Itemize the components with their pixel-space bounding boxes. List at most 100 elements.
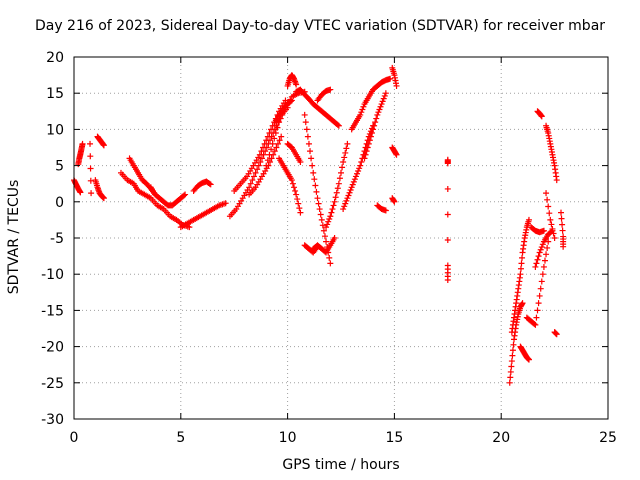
data-point: [382, 207, 389, 214]
data-point: [250, 173, 257, 180]
data-point: [517, 271, 524, 278]
data-point: [344, 140, 351, 147]
data-point: [297, 158, 304, 165]
x-axis-label: GPS time / hours: [282, 457, 400, 473]
data-point: [331, 235, 338, 241]
data-point: [519, 254, 526, 261]
series-night-8: [543, 122, 560, 184]
data-point: [264, 133, 271, 140]
x-tick-label: 20: [492, 430, 510, 446]
data-point: [294, 196, 301, 203]
data-point: [517, 265, 524, 272]
data-point: [313, 188, 320, 195]
data-point: [510, 341, 517, 348]
data-point: [348, 184, 355, 191]
data-point: [350, 178, 357, 185]
data-point: [363, 148, 370, 155]
data-point: [330, 202, 337, 209]
y-tick-label: -30: [41, 412, 64, 428]
data-point: [319, 222, 326, 229]
data-point: [274, 124, 281, 131]
data-point: [366, 137, 373, 144]
series-early-4: [92, 177, 107, 202]
data-point: [525, 216, 532, 223]
data-point: [391, 198, 398, 205]
data-point: [249, 177, 256, 184]
y-tick-label: -25: [41, 376, 64, 392]
series-crash-1: [301, 111, 334, 267]
series-night-10: [551, 329, 560, 338]
y-tick-label: 15: [46, 86, 64, 102]
data-point: [373, 115, 380, 122]
data-point: [311, 176, 318, 183]
data-point: [308, 155, 315, 162]
data-point: [338, 169, 344, 176]
series-peak-10: [284, 72, 300, 89]
data-point: [266, 130, 273, 137]
data-point: [377, 103, 384, 110]
data-point: [293, 191, 300, 198]
data-point: [327, 86, 334, 93]
data-point: [519, 300, 526, 307]
y-tick-label: -10: [41, 267, 64, 283]
y-tick-label: 5: [55, 159, 64, 175]
data-point: [546, 210, 553, 217]
data-point: [368, 130, 375, 137]
data-point: [376, 106, 383, 113]
data-point: [323, 238, 330, 245]
data-point: [444, 236, 451, 243]
data-point: [258, 148, 265, 155]
data-point: [269, 122, 276, 129]
data-point: [509, 347, 516, 354]
data-point: [254, 166, 261, 173]
data-point: [323, 224, 330, 231]
data-point: [181, 192, 188, 199]
data-point: [340, 206, 347, 213]
data-point: [507, 374, 514, 381]
data-point: [537, 246, 544, 253]
series-crash-3: [301, 242, 321, 256]
data-point: [305, 140, 312, 147]
data-point: [318, 216, 325, 223]
data-point: [261, 140, 268, 147]
series-dip-4: [177, 200, 229, 231]
series-night-2: [508, 216, 532, 336]
data-point: [316, 206, 323, 213]
data-point: [87, 165, 94, 172]
data-point: [379, 98, 386, 105]
grid-lines: [74, 57, 608, 419]
data-point: [535, 300, 542, 307]
y-tick-label: -5: [50, 231, 64, 247]
series-h15-mid: [389, 144, 400, 158]
data-point: [326, 254, 333, 261]
series-early-5: [94, 133, 107, 149]
data-point: [296, 205, 303, 212]
data-point: [365, 140, 372, 147]
data-point: [346, 189, 353, 196]
series-peak-10b: [271, 97, 295, 126]
data-point: [536, 292, 543, 299]
data-point: [540, 263, 547, 270]
data-points: [71, 64, 567, 386]
series-night-4: [523, 238, 552, 328]
data-point: [534, 307, 541, 314]
data-point: [532, 321, 539, 328]
data-point: [536, 249, 543, 256]
series-fall-1: [276, 155, 304, 216]
data-point: [550, 230, 557, 237]
data-point: [340, 158, 347, 165]
data-point: [327, 213, 334, 220]
data-point: [302, 119, 309, 126]
y-tick-label: -15: [41, 303, 64, 319]
data-point: [444, 211, 451, 218]
data-point: [372, 119, 379, 126]
data-point: [544, 244, 551, 251]
data-point: [358, 109, 365, 116]
series-h17-5: [444, 156, 451, 283]
data-point: [291, 184, 298, 191]
data-point: [543, 190, 550, 197]
data-point: [304, 133, 311, 140]
data-point: [539, 271, 546, 278]
data-point: [548, 221, 555, 228]
data-point: [539, 241, 546, 248]
